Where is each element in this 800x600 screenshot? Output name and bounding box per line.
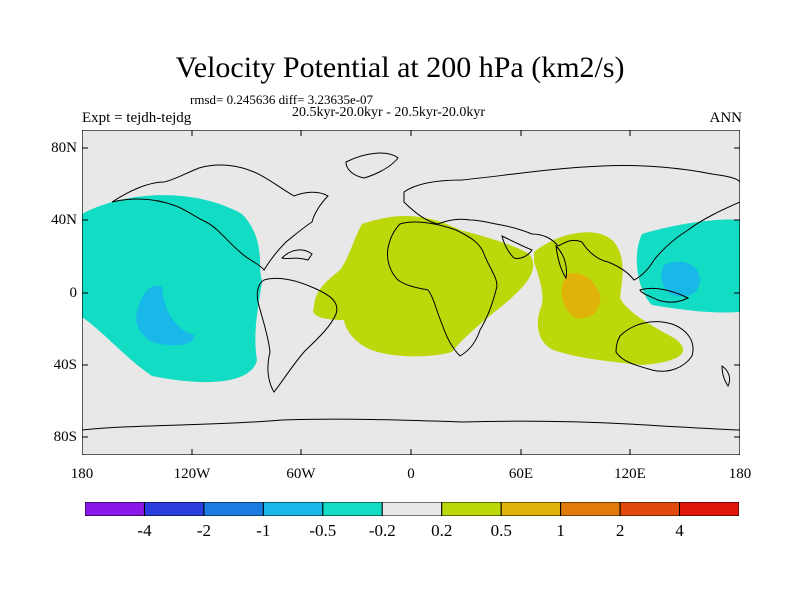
contour-positive-indian-ocean bbox=[534, 232, 684, 365]
contour-strong-negative-west-pacific bbox=[661, 261, 700, 297]
colorbar-segment bbox=[560, 502, 621, 516]
colorbar-segment bbox=[500, 502, 562, 516]
y-tick-label: 80N bbox=[51, 140, 77, 156]
x-tick-label: 0 bbox=[407, 466, 415, 482]
experiment-label: Expt = tejdh-tejdg bbox=[82, 110, 192, 126]
x-tick-label: 60E bbox=[508, 466, 534, 482]
y-tick-label: 40N bbox=[51, 212, 77, 228]
map-ticks bbox=[82, 130, 740, 455]
chart-title: Velocity Potential at 200 hPa (km2/s) bbox=[175, 51, 625, 84]
colorbar-label: 4 bbox=[675, 521, 684, 540]
colorbar-label: -1 bbox=[256, 521, 271, 540]
y-tick-label: 0 bbox=[69, 285, 78, 301]
colorbar-segment bbox=[381, 502, 443, 516]
colorbar-segment bbox=[262, 502, 324, 516]
coastlines bbox=[82, 152, 740, 431]
x-tick-label: 60W bbox=[286, 466, 316, 482]
colorbar-label: 2 bbox=[615, 521, 625, 540]
colorbar-segment bbox=[322, 502, 383, 516]
colorbar-label: 0.2 bbox=[431, 521, 453, 540]
contour-strong-negative-pacific bbox=[136, 285, 195, 346]
colorbar-segment bbox=[85, 502, 145, 516]
y-tick-label: 80S bbox=[53, 429, 77, 445]
y-tick-label: 40S bbox=[53, 357, 77, 373]
colorbar-segment bbox=[679, 502, 739, 516]
contour-max-maritime-continent bbox=[561, 273, 601, 319]
colorbar-label: 1 bbox=[556, 521, 565, 540]
season-label: ANN bbox=[709, 110, 743, 126]
x-tick-label: 180 bbox=[70, 466, 94, 482]
period-subtitle: 20.5kyr-20.0kyr - 20.5kyr-20.0kyr bbox=[292, 105, 486, 120]
colorbar-label: -0.2 bbox=[368, 521, 396, 540]
x-tick-label: 120W bbox=[173, 466, 211, 482]
colorbar-segment bbox=[143, 502, 205, 516]
x-tick-label: 120E bbox=[614, 466, 646, 482]
colorbar-label: 0.5 bbox=[490, 521, 512, 540]
colorbar-segment bbox=[203, 502, 264, 516]
contour-positive-africa bbox=[313, 216, 534, 357]
colorbar-segment bbox=[441, 502, 502, 516]
colorbar bbox=[85, 502, 739, 516]
colorbar-segment bbox=[619, 502, 681, 516]
stats-subtitle: rmsd= 0.245636 diff= 3.23635e-07 bbox=[190, 92, 374, 107]
map-panel bbox=[82, 130, 740, 455]
colorbar-label: -4 bbox=[137, 521, 152, 540]
x-tick-label: 180 bbox=[728, 466, 752, 482]
colorbar-label: -2 bbox=[196, 521, 211, 540]
contour-negative-pacific bbox=[82, 195, 262, 383]
colorbar-label: -0.5 bbox=[309, 521, 337, 540]
